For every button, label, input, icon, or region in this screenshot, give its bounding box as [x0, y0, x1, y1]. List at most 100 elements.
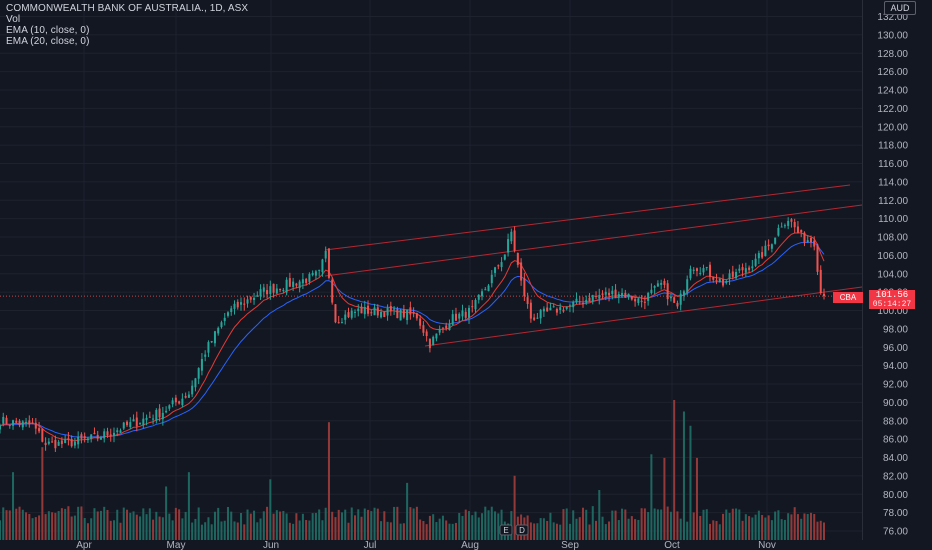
ema10-line: [0, 232, 825, 442]
candle-body: [796, 226, 799, 233]
candle-body: [253, 297, 256, 301]
x-tick-label: May: [167, 540, 186, 550]
volume-bar: [383, 511, 386, 540]
volume-bar: [295, 513, 298, 540]
volume-bar: [702, 509, 705, 540]
candle-body: [474, 300, 477, 310]
candle-body: [2, 416, 5, 424]
candle-body: [383, 311, 386, 317]
y-tick-label: 120.00: [877, 122, 908, 133]
legend-volume[interactable]: Vol: [6, 14, 21, 25]
candle-body: [529, 302, 532, 319]
volume-bar: [67, 506, 70, 540]
candle-body: [614, 289, 617, 298]
volume-bar: [598, 490, 601, 540]
volume-bar: [559, 524, 562, 540]
volume-bar: [481, 513, 484, 540]
candle-body: [555, 308, 558, 313]
volume-bar: [288, 522, 291, 540]
axes: 132.00 130.00 128.00 126.00 124.00 122.00 120.…: [76, 0, 908, 550]
volume-bar: [428, 515, 431, 540]
volume-bar: [744, 514, 747, 540]
candle-body: [617, 294, 620, 298]
candle-body: [0, 425, 2, 430]
legend-ema20[interactable]: EMA (20, close, 0): [6, 36, 90, 47]
candle-body: [311, 272, 314, 276]
candle-body: [621, 293, 624, 297]
volume-bar: [621, 508, 624, 540]
candle-body: [741, 267, 744, 271]
volume-bar: [539, 518, 542, 540]
candle-body: [624, 292, 627, 298]
volume-bar: [581, 507, 584, 540]
volume-bar: [331, 511, 334, 540]
volume-bars: [0, 400, 826, 540]
candle-body: [663, 280, 666, 285]
volume-bar: [305, 520, 308, 540]
volume-bar: [353, 515, 357, 540]
volume-bar: [112, 520, 115, 540]
legend-title[interactable]: COMMONWEALTH BANK OF AUSTRALIA., 1D, ASX: [6, 3, 249, 14]
volume-bar: [647, 512, 650, 540]
volume-bar: [474, 511, 477, 540]
y-tick-label: 80.00: [883, 490, 908, 501]
candle-body: [650, 289, 653, 293]
volume-bar: [135, 514, 138, 540]
volume-bar: [695, 457, 698, 540]
volume-bar: [770, 520, 773, 540]
ema20-line: [0, 241, 825, 438]
event-marker-box: [499, 524, 513, 536]
candle-body: [122, 422, 125, 429]
x-tick-label: Sep: [561, 540, 579, 550]
volume-bar: [122, 507, 125, 540]
volume-bar: [253, 510, 256, 540]
volume-bar: [575, 518, 578, 540]
volume-bar: [705, 509, 708, 540]
candle-body: [611, 290, 614, 295]
candle-body: [575, 298, 578, 303]
y-tick-label: 84.00: [883, 453, 908, 464]
candle-body: [432, 336, 435, 346]
volume-bar: [226, 506, 229, 540]
volume-bar: [41, 447, 44, 540]
volume-bar: [334, 517, 337, 540]
y-tick-label: 132.00: [877, 12, 908, 23]
currency-badge[interactable]: AUD: [884, 1, 916, 15]
candle-body: [347, 312, 350, 318]
volume-bar: [555, 523, 558, 540]
candle-body: [568, 305, 571, 307]
candle-body: [451, 314, 454, 325]
volume-bar: [376, 508, 379, 540]
volume-bar: [546, 520, 549, 540]
legend-ema10[interactable]: EMA (10, close, 0): [6, 25, 90, 36]
volume-bar: [243, 524, 246, 540]
candle-body: [673, 297, 676, 303]
volume-bar: [373, 507, 376, 540]
y-tick-label: 106.00: [877, 251, 908, 262]
candle-body: [129, 422, 132, 428]
candle-body: [331, 279, 334, 303]
volume-bar: [386, 521, 389, 540]
candle-body: [412, 311, 415, 314]
candle-body: [422, 325, 425, 333]
volume-bar: [83, 518, 86, 540]
volume-bar: [165, 486, 168, 540]
y-tick-label: 76.00: [883, 527, 908, 538]
candle-body: [93, 432, 96, 434]
candle-body: [135, 417, 138, 427]
x-tick-label: Jul: [364, 540, 377, 550]
candle-body: [458, 313, 461, 319]
candle-body: [399, 309, 402, 321]
candle-body: [435, 333, 438, 339]
volume-bar: [718, 524, 721, 540]
candle-body: [240, 302, 243, 305]
volume-bar: [396, 506, 399, 540]
candle-body: [21, 421, 24, 428]
volume-bar: [0, 520, 2, 540]
candle-body: [12, 420, 15, 426]
volume-bar: [722, 513, 725, 540]
candle-body: [637, 298, 640, 303]
candle-body: [653, 286, 656, 288]
